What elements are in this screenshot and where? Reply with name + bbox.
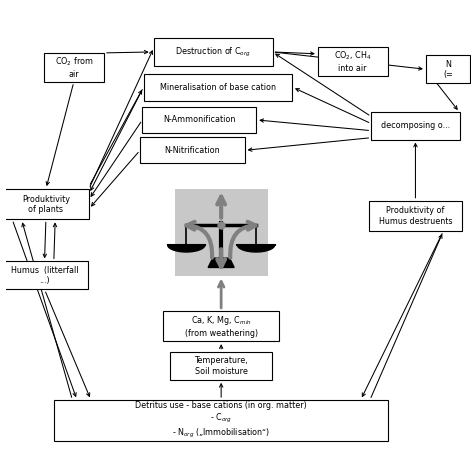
Text: Produktivity of
Humus destruents: Produktivity of Humus destruents xyxy=(379,206,452,226)
Text: Temperature,
Soil moisture: Temperature, Soil moisture xyxy=(194,356,248,375)
Bar xyxy=(426,55,470,83)
Polygon shape xyxy=(208,258,234,267)
Polygon shape xyxy=(237,245,274,252)
Polygon shape xyxy=(168,245,205,252)
Bar xyxy=(144,73,292,100)
Text: Humus  (litterfall
...): Humus (litterfall ...) xyxy=(11,266,78,285)
Bar xyxy=(142,107,256,133)
Text: Produktivity
of plants: Produktivity of plants xyxy=(22,194,70,214)
Text: N
(=: N (= xyxy=(443,60,453,79)
Bar xyxy=(163,311,279,341)
Text: N-Ammonification: N-Ammonification xyxy=(163,115,236,124)
Bar xyxy=(371,112,460,139)
Bar xyxy=(174,189,268,276)
Bar xyxy=(3,189,89,219)
Text: Detritus use - base cations (in org. matter)
- C$_{org}$
- N$_{org}$ („Immobilis: Detritus use - base cations (in org. mat… xyxy=(135,401,307,440)
Bar xyxy=(154,38,273,66)
Bar xyxy=(170,352,272,380)
Text: Mineralisation of base cation: Mineralisation of base cation xyxy=(160,82,276,91)
Bar xyxy=(140,137,245,163)
Text: Ca, K, Mg, C$_{min}$
(from weathering): Ca, K, Mg, C$_{min}$ (from weathering) xyxy=(184,314,258,337)
Bar xyxy=(369,201,462,231)
Text: CO$_2$ from
air: CO$_2$ from air xyxy=(55,56,93,79)
Bar xyxy=(54,400,389,441)
Bar xyxy=(318,47,388,76)
Bar xyxy=(44,53,104,82)
Text: Destruction of C$_{org}$: Destruction of C$_{org}$ xyxy=(175,46,251,58)
Text: decomposing o...: decomposing o... xyxy=(381,121,450,130)
Text: N-Nitrification: N-Nitrification xyxy=(164,146,220,155)
Bar xyxy=(1,261,88,290)
Text: CO$_2$, CH$_4$
into air: CO$_2$, CH$_4$ into air xyxy=(334,50,372,73)
